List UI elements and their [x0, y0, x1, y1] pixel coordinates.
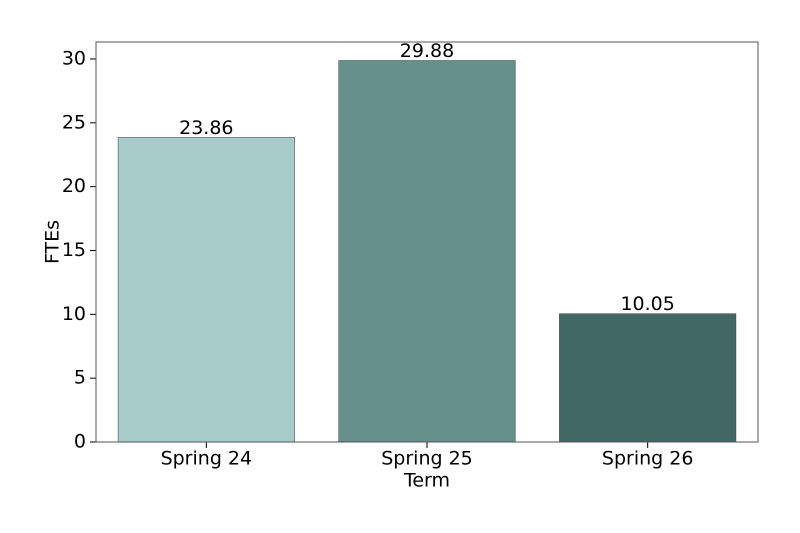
bar: [559, 313, 737, 443]
y-tick-label: 0: [74, 431, 86, 453]
y-tick-label: 20: [62, 175, 86, 197]
y-tick-label: 25: [62, 111, 86, 133]
value-label: 10.05: [620, 293, 674, 315]
bar: [117, 137, 295, 443]
y-tick-label: 30: [62, 47, 86, 69]
y-tick-label: 10: [62, 303, 86, 325]
x-tick-label: Spring 24: [161, 448, 253, 470]
bar: [338, 60, 516, 443]
y-tick-label: 5: [74, 367, 86, 389]
plot-frame: [95, 41, 759, 443]
y-axis-label: FTEs: [42, 220, 64, 264]
y-tick-label: 15: [62, 239, 86, 261]
x-axis-label: Term: [403, 470, 450, 492]
x-tick-label: Spring 25: [381, 448, 473, 470]
x-tick-label: Spring 26: [602, 448, 694, 470]
value-label: 23.86: [179, 117, 233, 139]
value-label: 29.88: [400, 40, 454, 62]
